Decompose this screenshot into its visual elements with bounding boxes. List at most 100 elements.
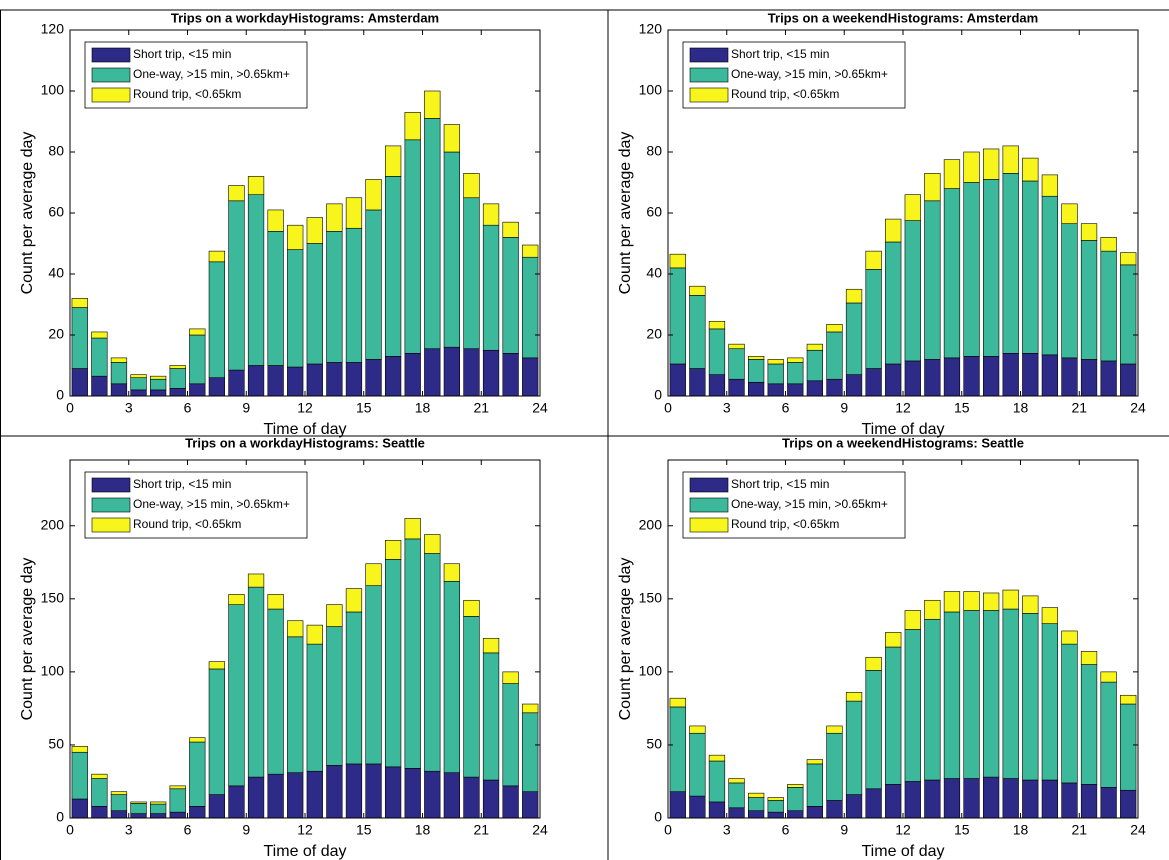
legend-swatch xyxy=(91,87,131,103)
bar-segment xyxy=(669,791,686,819)
bar-segment xyxy=(826,324,843,333)
bar-segment xyxy=(806,806,824,819)
bar-segment xyxy=(91,337,108,377)
y-tick-label: 0 xyxy=(654,809,662,825)
x-tick-label: 24 xyxy=(532,822,548,838)
x-tick-label: 18 xyxy=(415,822,431,838)
x-axis-label: Time of day xyxy=(862,421,945,438)
y-tick-label: 40 xyxy=(48,265,64,281)
legend-swatch xyxy=(689,87,729,103)
y-tick-label: 0 xyxy=(56,809,64,825)
bar-segment xyxy=(71,798,88,819)
bar-segment xyxy=(208,661,226,670)
bar-segment xyxy=(443,580,461,774)
bar-segment xyxy=(845,374,863,397)
y-tick-label: 150 xyxy=(41,590,65,606)
bar-segment xyxy=(1022,779,1039,819)
bar-segment xyxy=(826,378,843,397)
bar-segment xyxy=(130,389,147,397)
bar-segment xyxy=(482,224,500,351)
bar-segment xyxy=(384,766,402,819)
bar-segment xyxy=(747,810,765,819)
x-tick-label: 9 xyxy=(242,822,250,838)
bar-segment xyxy=(1022,180,1039,354)
bar-segment xyxy=(71,746,88,753)
bar-segment xyxy=(71,307,88,369)
bar-segment xyxy=(728,807,745,819)
bar-segment xyxy=(1080,784,1098,819)
bar-segment xyxy=(787,357,804,363)
bar-segment xyxy=(443,346,461,397)
bar-segment xyxy=(110,362,128,385)
bar-segment xyxy=(669,253,686,269)
y-tick-label: 80 xyxy=(646,143,662,159)
bar-segment xyxy=(806,380,824,397)
bar-segment xyxy=(982,592,1000,611)
y-tick-label: 20 xyxy=(48,326,64,342)
bar-segment xyxy=(845,288,863,304)
bar-segment xyxy=(689,295,706,369)
chart-title: Trips on a workdayHistograms: Seattle xyxy=(185,435,425,450)
bar-segment xyxy=(669,697,686,708)
bar-segment xyxy=(228,369,245,397)
bar-segment xyxy=(904,220,921,362)
bar-segment xyxy=(365,359,382,397)
bar-segment xyxy=(522,791,539,819)
y-tick-label: 100 xyxy=(41,82,65,98)
bar-segment xyxy=(169,388,186,397)
bar-segment xyxy=(1002,608,1019,779)
bar-segment xyxy=(904,610,921,630)
bar-segment xyxy=(1100,250,1117,362)
bar-segment xyxy=(404,352,421,397)
bar-segment xyxy=(747,797,765,811)
bar-segment xyxy=(943,188,961,359)
bar-segment xyxy=(424,553,441,772)
bar-segment xyxy=(924,200,941,360)
legend-label: Short trip, <15 min xyxy=(731,47,829,61)
bar-segment xyxy=(365,179,382,211)
bar-segment xyxy=(943,611,961,779)
x-tick-label: 12 xyxy=(895,400,911,416)
bar-segment xyxy=(110,791,128,795)
legend-swatch xyxy=(91,67,131,83)
x-tick-label: 12 xyxy=(297,400,313,416)
bar-segment xyxy=(904,194,921,221)
legend-label: Short trip, <15 min xyxy=(731,477,829,491)
bar-segment xyxy=(1041,174,1059,197)
x-tick-label: 0 xyxy=(66,400,74,416)
bar-segment xyxy=(228,785,245,819)
bar-segment xyxy=(728,348,745,380)
bar-segment xyxy=(189,741,206,807)
y-tick-label: 100 xyxy=(639,663,663,679)
bar-segment xyxy=(149,803,167,814)
bar-segment xyxy=(982,356,1000,397)
bar-segment xyxy=(463,348,480,397)
bar-segment xyxy=(326,626,343,766)
bar-segment xyxy=(247,586,265,778)
bar-segment xyxy=(943,357,961,397)
bar-segment xyxy=(208,261,226,378)
x-axis-label: Time of day xyxy=(862,843,945,860)
bar-segment xyxy=(885,218,902,243)
bar-segment xyxy=(885,784,902,819)
bar-segment xyxy=(1080,240,1098,360)
x-tick-label: 21 xyxy=(1071,400,1087,416)
bar-segment xyxy=(845,302,863,375)
bar-segment xyxy=(424,90,441,119)
bar-segment xyxy=(306,643,323,772)
bar-segment xyxy=(826,725,843,734)
bar-segment xyxy=(443,151,461,348)
bar-segment xyxy=(71,368,88,397)
y-tick-label: 0 xyxy=(56,387,64,403)
bar-segment xyxy=(247,573,265,588)
x-tick-label: 6 xyxy=(184,400,192,416)
bar-segment xyxy=(826,800,843,819)
x-tick-label: 21 xyxy=(473,822,489,838)
bar-segment xyxy=(1002,589,1019,610)
y-tick-label: 200 xyxy=(639,516,663,532)
x-axis-label: Time of day xyxy=(264,421,347,438)
subplot: Trips on a weekendHistograms: Seattle Tim… xyxy=(617,435,1146,860)
bar-segment xyxy=(787,362,804,385)
bar-segment xyxy=(384,145,402,177)
bar-segment xyxy=(1061,203,1078,224)
